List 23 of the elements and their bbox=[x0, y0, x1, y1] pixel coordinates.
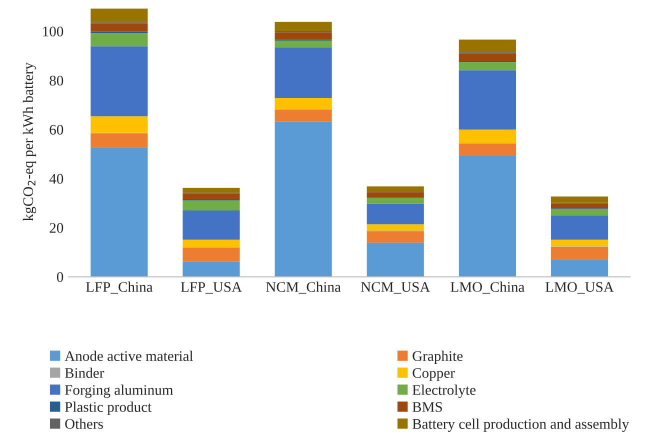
y-tick-label: 100 bbox=[43, 26, 64, 36]
y-tick-label: 60 bbox=[50, 124, 64, 135]
y-tick-label: 20 bbox=[50, 223, 64, 233]
x-tick-label: LMO_China bbox=[450, 282, 525, 294]
legend-label: Anode active material bbox=[64, 350, 194, 361]
y-tick-label: 80 bbox=[50, 76, 64, 86]
legend-label: Forging aluminum bbox=[64, 384, 174, 398]
x-tick-label: LFP_USA bbox=[180, 282, 242, 294]
legend-label: Copper bbox=[412, 368, 455, 381]
legend-label: Electrolyte bbox=[412, 384, 476, 398]
legend-label: Plastic product bbox=[64, 402, 152, 415]
legend-label: Others bbox=[65, 418, 103, 429]
x-tick-label: LMO_USA bbox=[545, 282, 614, 294]
x-tick-label: LFP_China bbox=[86, 282, 153, 294]
y-tick-label: 40 bbox=[49, 174, 64, 184]
x-tick-label: NCM_USA bbox=[360, 282, 430, 294]
x-tick-label: NCM_China bbox=[266, 282, 341, 294]
y-tick-label: 0 bbox=[56, 272, 64, 282]
legend-label: Binder bbox=[64, 368, 104, 378]
legend-label: BMS bbox=[412, 402, 442, 412]
y-axis-title: kgCO$_{2}$-eq per kWh battery bbox=[22, 62, 36, 221]
legend-label: Battery cell production and assembly bbox=[412, 418, 630, 432]
legend-label: Graphite bbox=[412, 350, 463, 364]
